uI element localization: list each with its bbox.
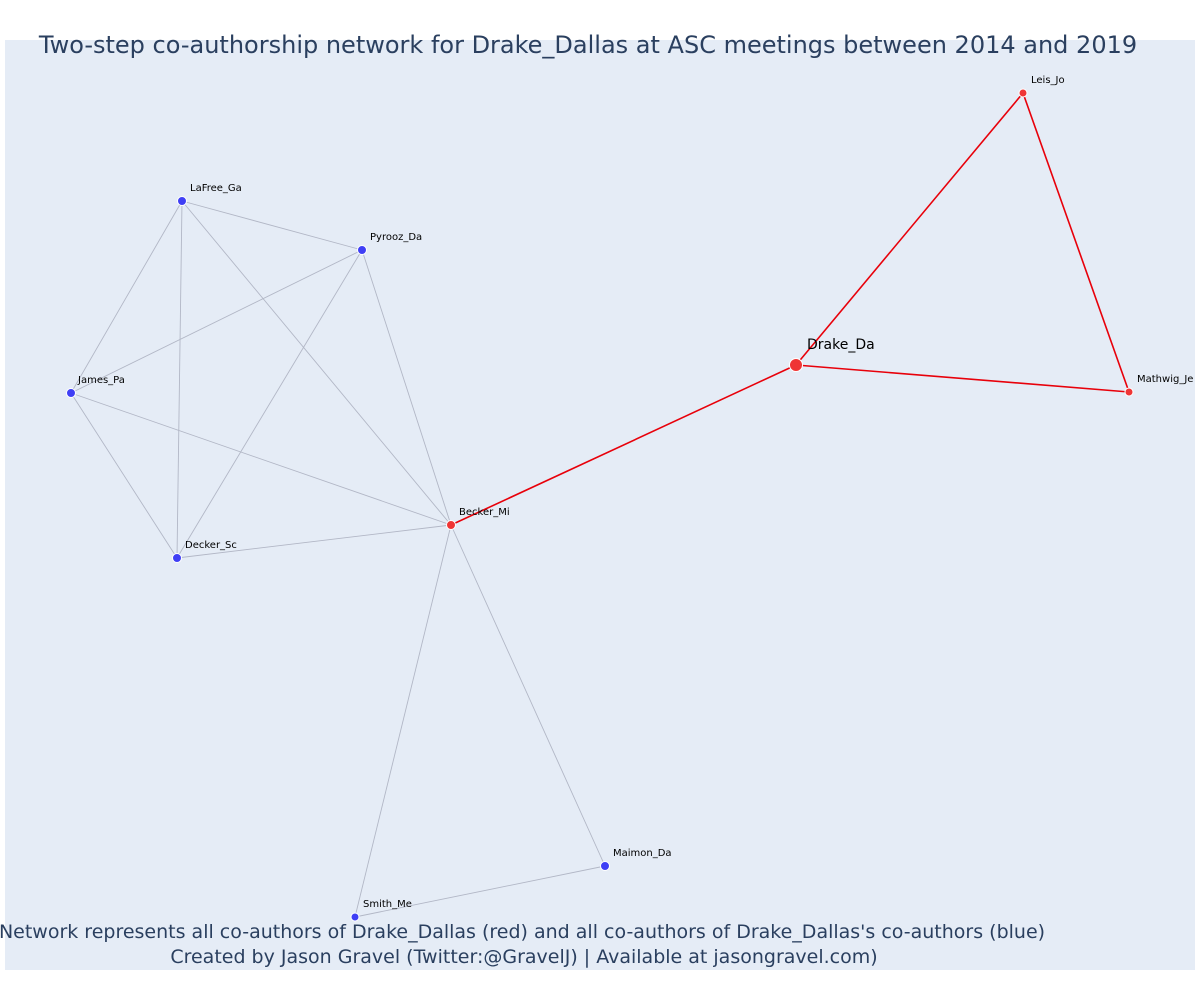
edge-decker_sc-becker_mi [176,524,452,559]
node-maimon-da[interactable] [600,861,610,871]
caption-line-1: Network represents all co-authors of Dra… [0,921,1045,943]
edge-becker_mi-maimon_da [450,524,606,867]
caption-line-2: Created by Jason Gravel (Twitter:@Gravel… [170,946,877,968]
node-label-becker-mi: Becker_Mi [459,507,510,518]
node-mathwig-je[interactable] [1124,387,1134,397]
node-label-decker-sc: Decker_Sc [185,540,237,551]
node-label-mathwig-je: Mathwig_Je [1137,374,1193,385]
edge-james_pa-becker_mi [70,392,452,526]
plot-background [5,40,1195,970]
node-label-james-pa: James_Pa [77,375,125,386]
edge-drake_da-becker_mi [450,364,797,526]
edge-lafree_ga-decker_sc [176,200,183,559]
node-becker-mi[interactable] [446,520,456,530]
edge-pyrooz_da-becker_mi [361,249,452,526]
edge-becker_mi-smith_me [354,524,452,918]
node-label-smith-me: Smith_Me [363,899,412,910]
edge-lafree_ga-becker_mi [181,200,452,526]
node-label-pyrooz-da: Pyrooz_Da [370,232,422,243]
edge-lafree_ga-james_pa [70,200,183,394]
node-label-drake-da: Drake_Da [807,337,875,353]
edges-layer [70,92,1130,918]
node-james-pa[interactable] [66,388,76,398]
node-smith-me[interactable] [350,912,360,922]
edge-drake_da-mathwig_je [795,364,1130,393]
edge-leis_jo-mathwig_je [1022,92,1130,393]
node-drake-da[interactable] [789,358,803,372]
node-lafree-ga[interactable] [177,196,187,206]
node-decker-sc[interactable] [172,553,182,563]
nodes-layer [66,88,1134,922]
node-pyrooz-da[interactable] [357,245,367,255]
edge-lafree_ga-pyrooz_da [181,200,363,251]
node-label-lafree-ga: LaFree_Ga [190,183,242,194]
node-label-leis-jo: Leis_Jo [1031,75,1065,86]
edge-drake_da-leis_jo [795,92,1024,366]
node-label-maimon-da: Maimon_Da [613,848,672,859]
edge-pyrooz_da-decker_sc [176,249,363,559]
edge-maimon_da-smith_me [354,865,606,918]
labels-layer: Drake_Da Leis_Jo Mathwig_Je Becker_Mi LaFree… [77,75,1193,910]
node-leis-jo[interactable] [1018,88,1028,98]
edge-pyrooz_da-james_pa [70,249,363,394]
chart-title: Two-step co-authorship network for Drake… [38,31,1137,59]
edge-james_pa-decker_sc [70,392,178,559]
